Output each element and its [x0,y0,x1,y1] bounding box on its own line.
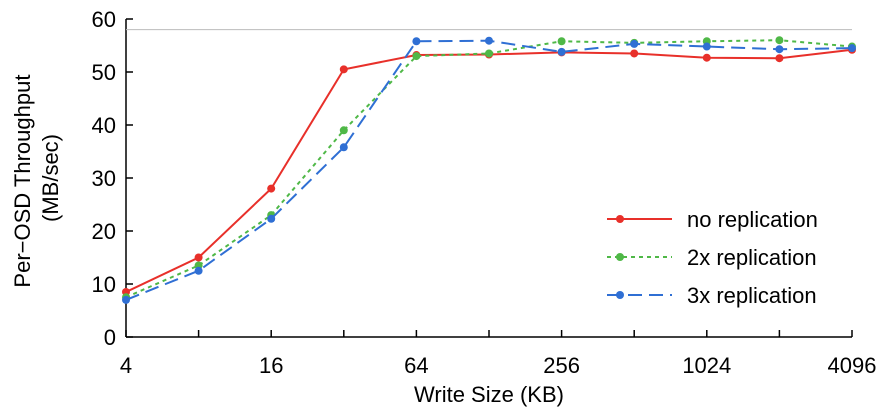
legend-marker [616,291,624,299]
data-point [122,295,130,304]
x-axis-ticks: 4 16 64 256 1024 4096 [120,330,877,378]
data-point [485,36,493,45]
legend: no replication 2x replication 3x replicati… [607,207,818,308]
legend-marker [616,215,624,223]
x-tick-label: 1024 [682,353,731,378]
data-point [775,54,784,63]
data-point [557,47,566,56]
data-point [702,42,711,51]
y-tick-label: 60 [92,7,116,32]
y-tick-label: 10 [92,272,116,297]
y-axis-title-line-1: Per−OSD Throughput [10,75,35,288]
y-axis-title-line-2: (MB/sec) [38,134,63,222]
y-tick-label: 40 [92,113,116,138]
data-point [630,39,639,48]
data-point [267,184,276,193]
y-axis-ticks: 0 10 20 30 40 50 60 [92,7,133,350]
x-tick-label: 256 [543,353,580,378]
y-tick-label: 0 [104,325,116,350]
y-tick-label: 20 [92,219,116,244]
data-point [775,36,784,45]
x-tick-label: 64 [404,353,428,378]
data-point [485,49,493,58]
legend-label: 3x replication [687,283,817,308]
legend-item: 2x replication [607,245,817,270]
series-3x-replication [122,36,856,304]
data-point [557,37,566,46]
data-point [412,37,421,46]
data-point [702,53,711,62]
x-tick-label: 4096 [828,353,877,378]
x-tick-label: 16 [259,353,283,378]
y-tick-label: 50 [92,60,116,85]
legend-marker [616,253,624,261]
x-tick-label: 4 [120,353,132,378]
legend-item: 3x replication [607,283,817,308]
data-point [339,143,348,152]
legend-item: no replication [607,207,818,232]
data-point [339,126,348,135]
legend-label: 2x replication [687,245,817,270]
y-axis-title: Per−OSD Throughput (MB/sec) [10,68,63,287]
series-line [125,39,853,299]
data-point [412,52,421,61]
data-point [267,214,276,223]
data-point [194,266,203,275]
data-point [775,45,784,54]
legend-label: no replication [687,207,818,232]
x-axis-title: Write Size (KB) [414,382,564,407]
data-point [339,65,348,74]
y-tick-label: 30 [92,166,116,191]
data-point [848,44,856,53]
data-point [194,253,203,262]
series-layer [122,36,856,304]
data-point [630,49,639,58]
